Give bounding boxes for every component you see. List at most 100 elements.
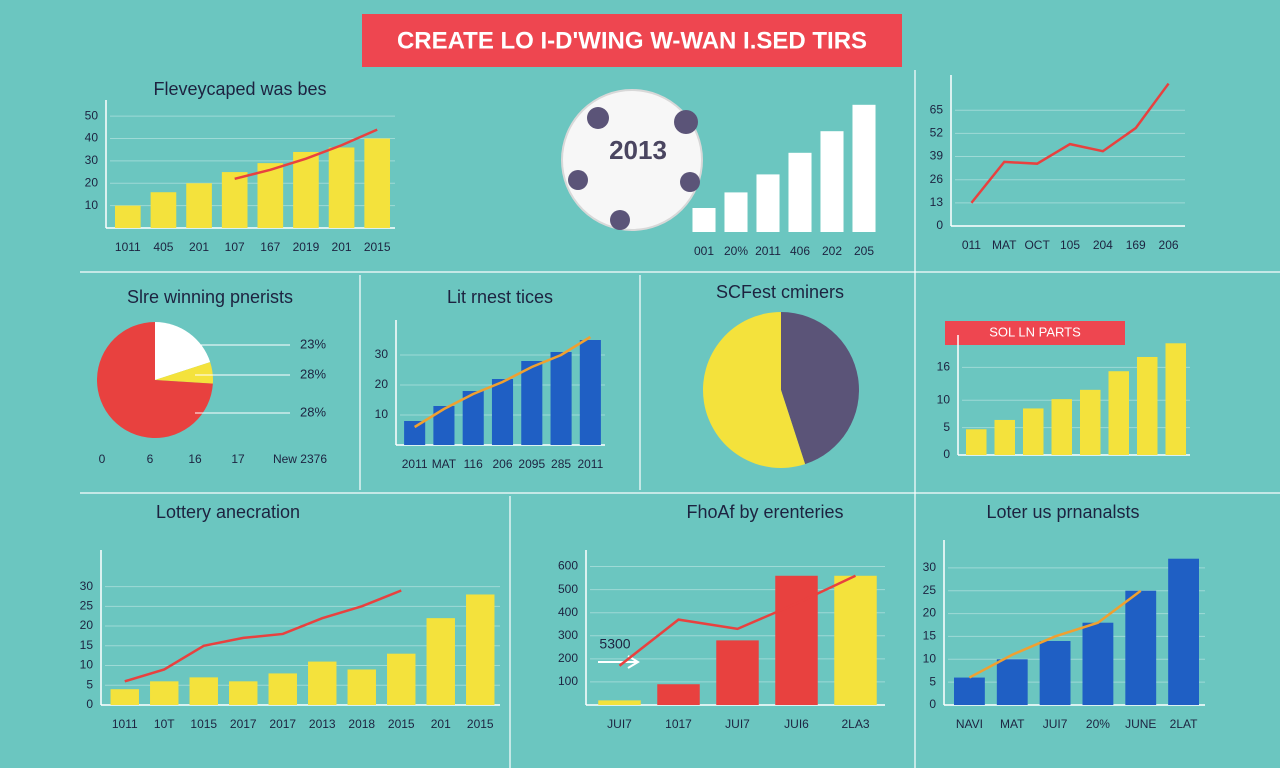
y-tick-label: 400 — [558, 605, 578, 619]
x-tick-label: 2018 — [348, 717, 375, 731]
bar — [293, 151, 319, 228]
x-tick-label: OCT — [1024, 238, 1050, 252]
x-tick-label: 204 — [1093, 238, 1113, 252]
y-tick-label: 20 — [923, 606, 937, 620]
line — [968, 589, 1142, 679]
bar — [521, 361, 543, 445]
pie-slice — [781, 312, 859, 465]
annotation: 5300 — [599, 636, 630, 652]
footer-label: 6 — [147, 452, 154, 466]
pie-label: 28% — [300, 404, 326, 419]
bar — [692, 208, 716, 232]
x-tick-label: 20% — [724, 244, 748, 258]
bar — [466, 594, 495, 705]
y-tick-label: 100 — [558, 674, 578, 688]
bar — [820, 131, 844, 232]
y-tick-label: 10 — [85, 198, 99, 212]
bar — [1022, 408, 1044, 455]
y-tick-label: 10 — [937, 392, 951, 406]
bar — [788, 152, 812, 232]
line — [234, 128, 378, 181]
y-tick-label: 10 — [923, 651, 937, 665]
y-tick-label: 10 — [375, 407, 389, 421]
bar — [347, 669, 376, 705]
bar — [1051, 399, 1073, 455]
y-tick-label: 16 — [937, 360, 951, 374]
chart-title: Lit rnest tices — [447, 287, 553, 307]
ball-dot — [610, 210, 630, 230]
x-tick-label: 2015 — [364, 240, 391, 254]
bar — [1108, 371, 1130, 455]
ball-dot — [587, 107, 609, 129]
pie-label: 23% — [300, 336, 326, 351]
x-tick-label: 167 — [260, 240, 280, 254]
y-tick-label: 0 — [86, 697, 93, 711]
bar — [257, 163, 284, 228]
y-tick-label: 39 — [930, 149, 944, 163]
bar — [852, 104, 876, 232]
bar — [186, 183, 212, 228]
x-tick-label: 2011 — [577, 457, 603, 471]
bar — [150, 192, 177, 228]
x-tick-label: 169 — [1126, 238, 1146, 252]
y-tick-label: 15 — [80, 638, 94, 652]
ball — [561, 89, 703, 231]
y-tick-label: 300 — [558, 628, 578, 642]
x-tick-label: 201 — [431, 717, 451, 731]
bar — [1136, 356, 1158, 455]
x-tick-label: NAVI — [956, 717, 983, 731]
y-tick-label: 25 — [923, 583, 937, 597]
bar — [579, 340, 601, 445]
y-tick-label: 13 — [930, 195, 944, 209]
y-tick-label: 500 — [558, 582, 578, 596]
pie-slice — [97, 322, 213, 438]
x-tick-label: 2015 — [467, 717, 494, 731]
footer-label: 17 — [231, 452, 245, 466]
bar — [1079, 389, 1101, 455]
x-tick-label: JUNE — [1125, 717, 1156, 731]
x-tick-label: 1011 — [115, 240, 141, 254]
x-tick-label: 116 — [464, 457, 483, 471]
chart-title: Fleveycaped was bes — [153, 79, 326, 99]
bar — [426, 618, 455, 705]
x-tick-label: 406 — [790, 244, 810, 258]
bar — [1125, 590, 1157, 705]
x-tick-label: JUI6 — [784, 717, 809, 731]
header-title: CREATE LO I-D'WING W-WAN I.SED TIRS — [397, 27, 867, 54]
y-tick-label: 20 — [80, 618, 94, 632]
x-tick-label: 1015 — [190, 717, 217, 731]
x-tick-label: 011 — [962, 238, 981, 252]
x-tick-label: 1017 — [665, 717, 692, 731]
x-tick-label: 107 — [225, 240, 245, 254]
bar — [229, 681, 258, 705]
y-tick-label: 50 — [85, 108, 99, 122]
footer-label: New 2376 — [273, 452, 327, 466]
bar — [1168, 558, 1200, 705]
y-tick-label: 40 — [85, 131, 99, 145]
line — [413, 335, 592, 429]
bar — [598, 700, 641, 705]
x-tick-label: 2017 — [230, 717, 257, 731]
bar — [834, 575, 877, 705]
ball-label: 2013 — [609, 135, 667, 165]
line — [970, 82, 1170, 204]
bar — [724, 192, 748, 232]
y-tick-label: 5 — [943, 420, 950, 434]
x-tick-label: MAT — [432, 457, 457, 471]
y-tick-label: 20 — [85, 175, 99, 189]
bar — [953, 677, 985, 705]
x-tick-label: 2LAT — [1170, 717, 1198, 731]
x-tick-label: 405 — [153, 240, 173, 254]
x-tick-label: 201 — [332, 240, 352, 254]
x-tick-label: 205 — [854, 244, 874, 258]
y-tick-label: 0 — [943, 447, 950, 461]
line — [124, 589, 402, 683]
title-badge — [945, 321, 1125, 345]
x-tick-label: 2019 — [293, 240, 320, 254]
bar — [221, 172, 248, 228]
ball-dot — [680, 172, 700, 192]
bar — [189, 677, 218, 705]
y-tick-label: 25 — [80, 598, 94, 612]
x-tick-label: 206 — [1159, 238, 1179, 252]
header-box — [362, 14, 902, 67]
